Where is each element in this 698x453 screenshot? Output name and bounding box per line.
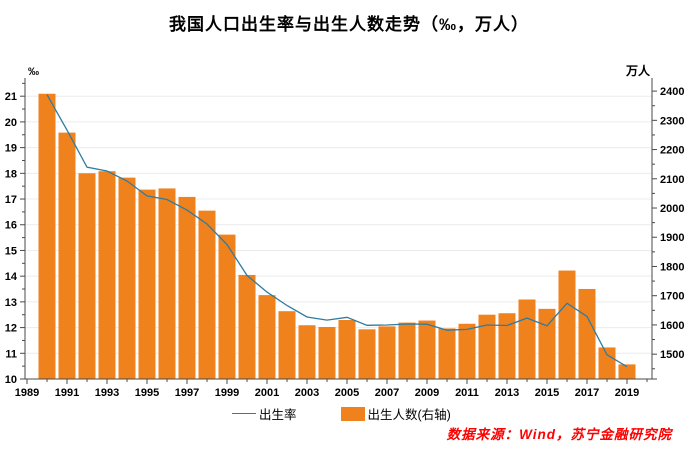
- birth-count-bar-1996: [158, 188, 176, 379]
- birth-count-bar-2011: [458, 323, 476, 379]
- data-source-note: 数据来源：Wind，苏宁金融研究院: [446, 427, 672, 442]
- birth-count-bar-1991: [58, 132, 76, 379]
- right-axis-tick-label: 2400: [660, 86, 684, 98]
- birth-count-bar-1995: [138, 189, 156, 379]
- x-axis-tick-label: 2019: [615, 387, 639, 399]
- x-axis-tick-label: 2011: [455, 387, 479, 399]
- left-axis-unit-label: ‰: [28, 66, 39, 78]
- x-axis-tick-label: 2013: [495, 387, 519, 399]
- birth-count-bar-2015: [538, 308, 556, 379]
- birth-count-bar-2008: [398, 322, 416, 379]
- right-axis-tick-label: 2200: [660, 145, 684, 157]
- left-axis-tick-label: 15: [5, 245, 17, 257]
- legend-label-birth-rate: 出生率: [259, 408, 297, 422]
- birth-count-bar-2004: [318, 326, 336, 379]
- x-axis-tick-label: 1993: [95, 387, 119, 399]
- left-axis-tick-label: 21: [5, 91, 17, 103]
- birth-count-bar-1990: [38, 93, 56, 379]
- left-axis-tick-label: 19: [5, 143, 17, 155]
- birth-count-bar-2016: [558, 270, 576, 379]
- birth-count-bar-1999: [218, 234, 236, 379]
- legend-label-birth-count: 出生人数(右轴): [367, 408, 451, 422]
- chart-title: 我国人口出生率与出生人数走势（‰，万人）: [169, 15, 529, 34]
- birth-count-bar-2002: [278, 311, 296, 379]
- legend-item-birth-count: 出生人数(右轴): [340, 404, 451, 423]
- birth-count-bar-2005: [338, 319, 356, 379]
- birth-count-bar-2010: [438, 328, 456, 379]
- birth-count-bar-2006: [358, 329, 376, 379]
- birth-count-bar-2007: [378, 326, 396, 379]
- bar-series-swatch: [340, 406, 365, 421]
- birth-count-bar-1997: [178, 196, 196, 379]
- left-axis-tick-label: 18: [5, 168, 17, 180]
- x-axis-tick-label: 1991: [55, 387, 79, 399]
- x-axis-tick-label: 1995: [135, 387, 159, 399]
- right-axis-tick-label: 1500: [660, 349, 684, 361]
- right-axis-tick-label: 2000: [660, 203, 684, 215]
- right-axis-unit-label: 万人: [625, 63, 651, 78]
- legend-item-birth-rate: 出生率: [232, 404, 297, 423]
- birth-count-bar-2012: [478, 314, 496, 379]
- right-axis-tick-label: 1700: [660, 291, 684, 303]
- birth-count-bar-1994: [118, 177, 136, 379]
- left-axis-tick-label: 12: [5, 323, 17, 335]
- line-series-swatch: [232, 413, 256, 414]
- left-axis-tick-label: 13: [5, 297, 17, 309]
- right-axis-tick-label: 1800: [660, 261, 684, 273]
- birth-count-bar-2001: [258, 295, 276, 379]
- x-axis-tick-label: 2017: [575, 387, 599, 399]
- birth-count-bar-2003: [298, 325, 316, 379]
- x-axis-tick-label: 2015: [535, 387, 559, 399]
- x-axis-tick-label: 2005: [335, 387, 359, 399]
- x-axis-tick-label: 2007: [375, 387, 399, 399]
- right-axis-tick-label: 1600: [660, 320, 684, 332]
- birth-rate-line: [46, 94, 628, 368]
- right-axis-tick-label: 2300: [660, 115, 684, 127]
- birth-count-bar-2000: [238, 274, 256, 379]
- x-axis-tick-label: 1989: [15, 387, 39, 399]
- birth-count-bar-2019: [618, 364, 636, 379]
- right-axis-tick-label: 1900: [660, 232, 684, 244]
- birth-count-bar-1998: [198, 210, 216, 379]
- left-axis-tick-label: 17: [5, 194, 17, 206]
- birth-count-bar-2017: [578, 288, 596, 379]
- birth-count-bar-2018: [598, 347, 616, 379]
- birth-count-bar-2013: [498, 313, 516, 379]
- x-axis-tick-label: 1997: [175, 387, 199, 399]
- legend: 出生率 出生人数(右轴): [232, 404, 451, 423]
- birth-count-bar-1992: [78, 173, 96, 379]
- left-axis-tick-label: 20: [5, 117, 17, 129]
- x-axis-tick-label: 1999: [215, 387, 239, 399]
- left-axis-tick-label: 10: [5, 374, 17, 386]
- x-axis-tick-label: 2001: [255, 387, 279, 399]
- left-axis-tick-label: 16: [5, 220, 17, 232]
- birth-count-bar-1993: [98, 171, 116, 379]
- birth-count-bar-2014: [518, 299, 536, 379]
- left-axis-tick-label: 11: [5, 348, 17, 360]
- x-axis-tick-label: 2009: [415, 387, 439, 399]
- right-axis-tick-label: 2100: [660, 174, 684, 186]
- birth-count-bar-2009: [418, 320, 436, 379]
- left-axis-tick-label: 14: [5, 271, 18, 283]
- x-axis-tick-label: 2003: [295, 387, 319, 399]
